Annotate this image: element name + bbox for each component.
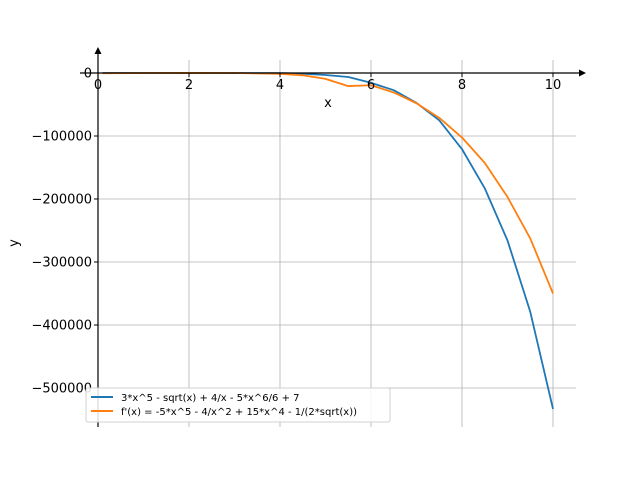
y-tick-label: −500000 [31, 382, 92, 397]
x-tick-label: 0 [94, 78, 102, 93]
legend-box [85, 387, 391, 423]
series-layer [102, 72, 554, 410]
x-tick-label: 10 [545, 78, 562, 93]
y-axis-label: y [7, 239, 22, 247]
legend-label-0: 3*x^5 - sqrt(x) + 4/x - 5*x^6/6 + 7 [121, 393, 300, 404]
legend: 3*x^5 - sqrt(x) + 4/x - 5*x^6/6 + 7 f'(x… [85, 387, 391, 423]
y-tick-label: −200000 [31, 193, 92, 208]
grid-lines [97, 60, 576, 427]
y-axis-arrow [94, 47, 102, 54]
y-tick-label: 0 [84, 67, 92, 82]
ticks: 0 2 4 6 8 10 0 −100000 −200000 −300000 −400000 −500… [31, 67, 561, 397]
y-tick-label: −400000 [31, 319, 92, 334]
x-tick-label: 4 [276, 78, 284, 93]
x-axis-arrow [579, 69, 586, 77]
y-tick-label: −300000 [31, 256, 92, 271]
series-line-0 [102, 72, 554, 410]
x-tick-label: 2 [185, 78, 193, 93]
axes [80, 47, 586, 427]
x-axis-label: x [324, 96, 332, 111]
x-tick-label: 8 [458, 78, 466, 93]
legend-label-1: f'(x) = -5*x^5 - 4/x^2 + 15*x^4 - 1/(2*s… [121, 407, 357, 418]
x-tick-label: 6 [367, 78, 375, 93]
y-tick-label: −100000 [31, 130, 92, 145]
